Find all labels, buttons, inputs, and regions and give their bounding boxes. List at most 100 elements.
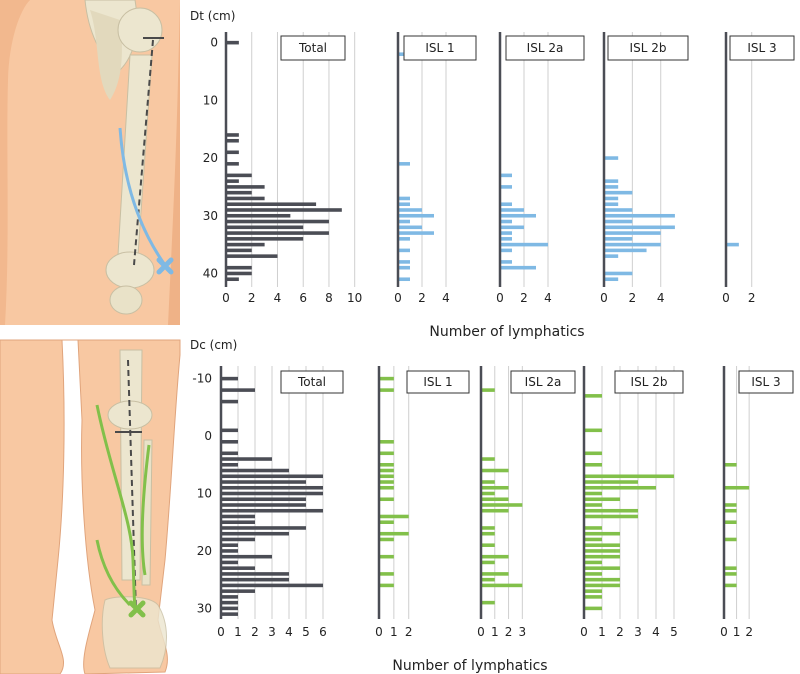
panel-title: Total [297,375,326,389]
bar [481,468,509,473]
x-tick-label: 0 [722,291,730,305]
left-leg-skin [0,339,65,674]
bar [221,606,238,611]
bar [584,537,602,542]
bar [379,531,409,536]
thigh-left-edge [0,0,30,325]
bar [226,208,342,212]
bar [481,531,495,536]
bar [398,196,410,201]
bar [724,566,737,570]
bar [604,248,647,253]
panel-title: ISL 2b [631,375,668,389]
calf-lymphatic-path-3 [140,444,151,576]
bar [724,572,737,576]
bar [584,531,620,536]
bar [226,254,278,258]
y-tick-label: 20 [203,151,218,165]
x-tick-label: 2 [616,625,624,639]
panel-total: 0 1 2 3 4 5 6 Total [217,366,344,639]
bar [584,480,638,484]
bar [584,554,620,559]
bar [226,190,252,195]
x-tick-label: 4 [285,625,293,639]
bar [500,242,548,247]
bar [481,560,495,565]
bar [221,480,306,484]
bar [584,485,656,490]
bar [481,497,509,502]
bar [724,537,737,542]
bar [221,462,238,467]
bar [221,589,255,593]
bar [221,560,238,565]
bar [584,462,602,467]
bar [481,543,495,547]
patella [109,285,143,315]
y-tick-label: 0 [210,36,218,50]
x-tick-label: 0 [222,291,230,305]
bar [604,185,619,189]
bar [226,271,252,276]
panel-title-box [510,370,576,394]
bar [379,514,409,519]
bar [398,260,410,264]
panel-isl-3: 0 1 2 ISL 3 [720,366,794,639]
bar [584,394,602,398]
bar [226,40,239,45]
bar [584,589,602,593]
bar [584,572,602,576]
bar [226,179,239,183]
x-tick-label: 2 [629,291,637,305]
bar [221,612,238,616]
bar [481,583,523,588]
bar [221,457,272,461]
panel-title: ISL 1 [423,375,452,389]
bar [398,248,410,253]
panel-isl-2b: 0 2 4 ISL 2b [600,32,689,305]
bar [226,150,239,155]
bar [379,485,394,490]
thigh-lymphatic-path [118,127,167,266]
x-tick-label: 6 [299,291,307,305]
bar [221,376,238,381]
panel-title-box [406,370,470,394]
bar [500,237,512,241]
panel-title: ISL 1 [425,41,454,55]
bar [221,497,306,502]
panel-title: ISL 3 [751,375,780,389]
bar [226,185,265,189]
bar [604,190,633,195]
x-tick-label: 0 [580,625,588,639]
bar [379,520,394,525]
bar [221,503,306,507]
panel-isl-2a: 0 1 2 3 ISL 2a [477,366,576,639]
bar [226,202,317,207]
bar [724,583,737,588]
panel-title: ISL 2b [630,41,667,55]
bar [221,508,323,513]
bar [584,577,620,582]
bar [379,583,394,588]
panel-title-box [738,370,794,394]
x-axis-label-top: Number of lymphatics [429,324,584,340]
bar [226,196,265,201]
bar [584,543,620,547]
calf-lymphatic-path-1 [95,404,137,609]
calf-lymphatic-path-2 [95,539,132,607]
x-tick-label: 2 [520,291,528,305]
x-tick-label: 0 [477,625,485,639]
bar [481,480,495,484]
bar [221,595,238,599]
bar [604,225,675,230]
x-tick-label: 5 [670,625,678,639]
bar [724,485,750,490]
calf-illustration [0,339,181,674]
bar [221,485,323,490]
x-tick-label: 1 [491,625,499,639]
bar [379,468,394,473]
bar [604,208,633,212]
x-tick-label: 0 [394,291,402,305]
